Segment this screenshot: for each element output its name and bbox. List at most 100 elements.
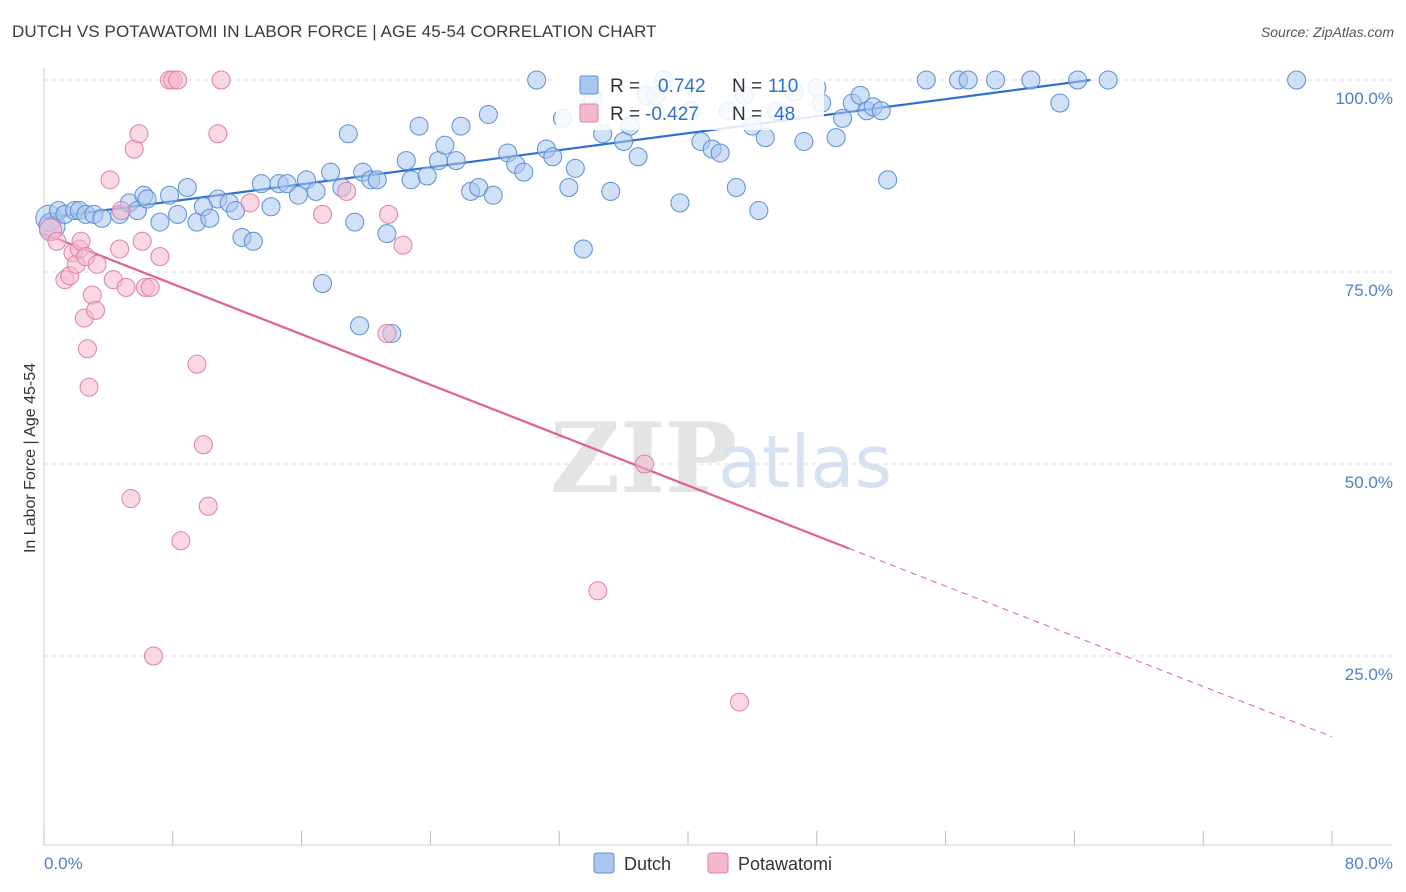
potawatomi-r-label: R = [610, 104, 640, 125]
x-tick-label-max: 80.0% [1345, 854, 1393, 873]
potawatomi-r-value: -0.427 [645, 104, 699, 125]
dutch-point [446, 151, 466, 171]
dutch-series-label: Dutch [624, 854, 671, 874]
potawatomi-point [87, 254, 107, 274]
dutch-point [794, 131, 814, 151]
potawatomi-point [86, 300, 106, 320]
dutch-point [367, 170, 387, 190]
potawatomi-point [379, 204, 399, 224]
x-tick-label-min: 0.0% [44, 854, 83, 873]
potawatomi-point [168, 70, 188, 90]
potawatomi-point [171, 531, 191, 551]
potawatomi-point [116, 277, 136, 297]
y-tick-label: 50.0% [1345, 473, 1393, 492]
y-tick-label: 25.0% [1345, 665, 1393, 684]
dutch-point [871, 101, 891, 121]
potawatomi-point [111, 201, 131, 221]
watermark-atlas: atlas [718, 420, 892, 504]
dutch-point [543, 147, 563, 167]
dutch-point [350, 316, 370, 336]
dutch-point [878, 170, 898, 190]
dutch-point [313, 274, 333, 294]
stats-legend: R = 0.742 N = 110 R = -0.427 N = 48 [556, 70, 824, 130]
potawatomi-point [211, 70, 231, 90]
potawatomi-point [187, 354, 207, 374]
dutch-point [401, 170, 421, 190]
dutch-point [451, 116, 471, 136]
potawatomi-point [193, 435, 213, 455]
potawatomi-point [377, 323, 397, 343]
dutch-point [200, 208, 220, 228]
dutch-point [345, 212, 365, 232]
chart-title: DUTCH VS POTAWATOMI IN LABOR FORCE | AGE… [12, 22, 657, 41]
potawatomi-point [110, 239, 130, 259]
points-layer [35, 70, 1307, 712]
dutch-r-value: 0.742 [658, 76, 706, 97]
potawatomi-trend-line [43, 232, 850, 550]
dutch-point [573, 239, 593, 259]
dutch-point [726, 178, 746, 198]
dutch-point [243, 231, 263, 251]
dutch-point [277, 174, 297, 194]
dutch-point [916, 70, 936, 90]
potawatomi-point [79, 377, 99, 397]
potawatomi-point [393, 235, 413, 255]
dutch-point [670, 193, 690, 213]
dutch-point [338, 124, 358, 144]
potawatomi-point [47, 231, 67, 251]
y-tick-labels: 25.0% 50.0% 75.0% 100.0% [1335, 89, 1393, 684]
dutch-point [958, 70, 978, 90]
dutch-point [137, 189, 157, 209]
chart-source: Source: ZipAtlas.com [1260, 24, 1394, 40]
potawatomi-point [588, 581, 608, 601]
dutch-point [288, 185, 308, 205]
dutch-point [559, 178, 579, 198]
potawatomi-series-swatch [707, 852, 729, 874]
dutch-r-label: R = [610, 76, 640, 97]
dutch-point [710, 143, 730, 163]
dutch-point [92, 208, 112, 228]
dutch-point [755, 128, 775, 148]
dutch-point [321, 162, 341, 182]
potawatomi-point [240, 193, 260, 213]
potawatomi-point [730, 692, 750, 712]
dutch-point [833, 108, 853, 128]
potawatomi-point [150, 247, 170, 267]
y-tick-label: 100.0% [1335, 89, 1393, 108]
dutch-point [396, 151, 416, 171]
potawatomi-point [208, 124, 228, 144]
dutch-point [1021, 70, 1041, 90]
dutch-point [514, 162, 534, 182]
potawatomi-point [313, 204, 333, 224]
dutch-point [601, 181, 621, 201]
dutch-point [251, 174, 271, 194]
dutch-point [1068, 70, 1088, 90]
potawatomi-n-label: N = [732, 104, 762, 125]
dutch-n-value: 110 [768, 76, 798, 97]
dutch-point [160, 185, 180, 205]
dutch-point [306, 181, 326, 201]
stats-legend-box [556, 70, 824, 130]
dutch-point [1098, 70, 1118, 90]
potawatomi-point [132, 231, 152, 251]
dutch-point [168, 204, 188, 224]
dutch-point [527, 70, 547, 90]
potawatomi-point [337, 181, 357, 201]
axis-layer [43, 68, 1392, 846]
potawatomi-point [143, 646, 163, 666]
dutch-point [377, 224, 397, 244]
potawatomi-point [82, 285, 102, 305]
dutch-point [435, 135, 455, 155]
dutch-point [826, 128, 846, 148]
potawatomi-n-value: 48 [774, 104, 795, 125]
dutch-point [565, 158, 585, 178]
potawatomi-point [100, 170, 120, 190]
dutch-point [417, 166, 437, 186]
y-tick-label: 75.0% [1345, 281, 1393, 300]
potawatomi-point [140, 277, 160, 297]
dutch-point [1287, 70, 1307, 90]
dutch-point [478, 105, 498, 125]
dutch-point [177, 178, 197, 198]
dutch-point [261, 197, 281, 217]
